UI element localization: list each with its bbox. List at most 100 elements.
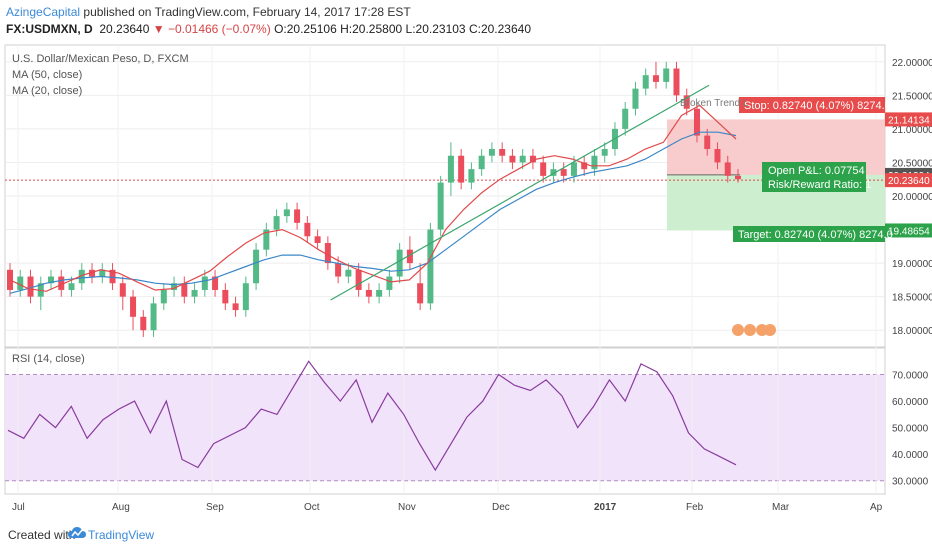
legend-rsi[interactable]: RSI (14, close) xyxy=(12,353,85,365)
time-tick-label: Sep xyxy=(206,502,224,513)
candles xyxy=(7,61,741,337)
candle-body xyxy=(17,276,24,290)
candle-body xyxy=(642,75,649,89)
time-tick-label: Ap xyxy=(870,502,883,513)
candle-body xyxy=(314,236,321,243)
published-text: published on TradingView.com, February 1… xyxy=(83,5,411,19)
candle-body xyxy=(652,75,659,82)
candle-body xyxy=(488,149,495,156)
candle-body xyxy=(273,216,280,230)
candle-body xyxy=(540,162,547,176)
rsi-tick-label: 70.0000 xyxy=(892,371,929,382)
low-value: L:20.23103 xyxy=(405,22,466,36)
ma20-line xyxy=(9,104,737,292)
candle-body xyxy=(191,289,198,297)
tradingview-cloud-icon[interactable] xyxy=(68,526,86,540)
rsi-band xyxy=(5,374,885,481)
candle-body xyxy=(201,276,208,290)
stop-label-box[interactable]: Stop: 0.82740 (4.07%) 8274.0 xyxy=(739,97,891,113)
author-link[interactable]: AzingeCapital xyxy=(6,5,81,19)
candle-body xyxy=(150,303,157,331)
legend-ma20[interactable]: MA (20, close) xyxy=(12,85,82,97)
candle-body xyxy=(632,88,639,109)
candle-body xyxy=(89,269,96,277)
time-tick-label: Jul xyxy=(12,502,25,513)
candle-body xyxy=(140,316,147,331)
target-label: Target: 0.82740 (4.07%) 8274.0 xyxy=(738,229,893,241)
candle-body xyxy=(693,108,700,136)
rsi-tick-label: 30.0000 xyxy=(892,477,929,488)
candle-body xyxy=(109,269,116,284)
candle-body xyxy=(468,169,475,183)
time-tick-label: Mar xyxy=(772,502,790,513)
candle-body xyxy=(253,249,260,284)
candle-body xyxy=(27,276,34,297)
time-tick-label: Aug xyxy=(112,502,130,513)
price-axis[interactable]: 22.00000 21.50000 21.00000 20.50000 20.00000… xyxy=(885,58,932,337)
candle-body xyxy=(519,155,526,163)
publish-info: AzingeCapital published on TradingView.c… xyxy=(6,5,411,19)
tradingview-link[interactable]: TradingView xyxy=(88,528,155,542)
candle-body xyxy=(437,182,444,230)
candle-body xyxy=(160,289,167,304)
target-label-box[interactable]: Target: 0.82740 (4.07%) 8274.0 xyxy=(733,226,893,242)
candle-body xyxy=(242,283,249,311)
candle-body xyxy=(263,229,270,250)
price-tick-label: 20.50000 xyxy=(892,158,932,169)
price-tick-label: 21.50000 xyxy=(892,91,932,102)
candle-body xyxy=(7,269,13,290)
candle-body xyxy=(622,108,629,129)
candle-body xyxy=(529,155,536,163)
candle-body xyxy=(376,289,383,297)
pnl-label: Open P&L: 0.07754 xyxy=(768,165,865,177)
pnl-box[interactable]: Open P&L: 0.07754 Risk/Reward Ratio: 1 xyxy=(762,162,871,192)
footer: Created with TradingView xyxy=(0,518,932,550)
candle-body xyxy=(68,283,75,290)
candle-body xyxy=(48,276,55,284)
candle-body xyxy=(119,283,126,297)
candle-body xyxy=(283,209,290,217)
time-tick-label: Oct xyxy=(304,502,320,513)
candle-body xyxy=(478,155,485,170)
grid-lines xyxy=(5,45,885,494)
candle-body xyxy=(406,249,413,264)
legend-ma50[interactable]: MA (50, close) xyxy=(12,69,82,81)
price-tick-label: 22.00000 xyxy=(892,58,932,69)
candle-body xyxy=(294,209,301,223)
rr-label: Risk/Reward Ratio: 1 xyxy=(768,179,871,191)
candle-body xyxy=(58,276,65,290)
candle-body xyxy=(324,242,331,264)
indicator-lines xyxy=(7,84,737,472)
quote-line: FX:USDMXN, D 20.23640 ▼ −0.01466 (−0.07%… xyxy=(6,22,531,36)
rsi-line xyxy=(7,360,737,472)
candle-body xyxy=(714,149,721,163)
price-marker-box xyxy=(885,223,932,238)
high-value: H:20.25800 xyxy=(340,22,403,36)
price-tick-label: 18.50000 xyxy=(892,293,932,304)
candle-body xyxy=(345,269,352,277)
candle-body xyxy=(78,269,85,284)
rsi-axis[interactable]: 70.0000 60.0000 50.0000 40.0000 30.0000 xyxy=(892,371,929,488)
candle-body xyxy=(560,169,567,176)
last-price: 20.23640 xyxy=(99,22,150,36)
candle-body xyxy=(601,149,608,156)
candle-body xyxy=(365,289,372,297)
candle-body xyxy=(581,162,588,170)
candle-body xyxy=(724,162,731,176)
price-marker-box xyxy=(885,173,932,188)
rsi-tick-label: 40.0000 xyxy=(892,450,929,461)
time-tick-label: Feb xyxy=(686,502,704,513)
price-tick-label: 21.00000 xyxy=(892,125,932,136)
symbol-label[interactable]: FX:USDMXN, D xyxy=(6,22,93,36)
candle-body xyxy=(447,155,454,183)
trendline-label: Broken Trend L xyxy=(680,98,749,109)
time-axis[interactable]: Jul Aug Sep Oct Nov Dec 2017 Feb Mar Ap xyxy=(12,502,883,513)
change-value: ▼ −0.01466 (−0.07%) xyxy=(152,22,271,36)
legend-title: U.S. Dollar/Mexican Peso, D, FXCM xyxy=(12,53,189,65)
candle-body xyxy=(550,169,557,176)
price-marker-label: 19.48654 xyxy=(888,226,930,237)
open-value: O:20.25106 xyxy=(274,22,337,36)
calendar-events-icon[interactable] xyxy=(732,324,776,336)
candle-body xyxy=(499,149,506,156)
price-chart[interactable]: 22.00000 21.50000 21.00000 20.50000 20.00000… xyxy=(0,0,932,518)
